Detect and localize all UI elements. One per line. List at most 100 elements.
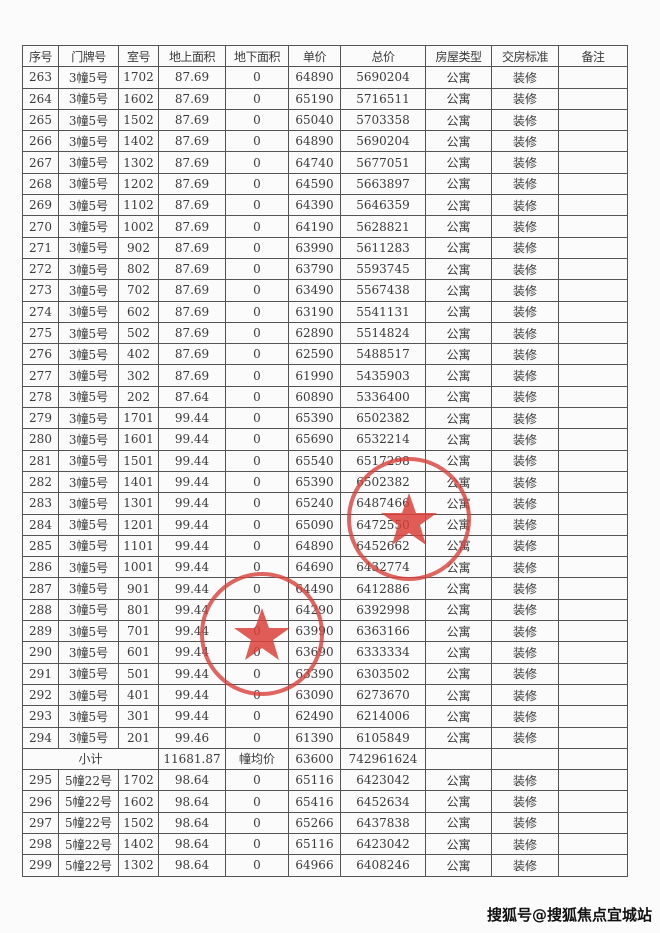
cell: [558, 854, 628, 877]
cell: 装修: [491, 87, 559, 110]
table-row: 291 3幢5号 501 99.44 0 63390 6303502 公寓 装修: [22, 662, 628, 685]
cell: 1702: [118, 66, 159, 89]
cell: 64890: [288, 534, 341, 558]
cell: 3幢5号: [58, 87, 119, 110]
table-row: 294 3幢5号 201 99.46 0 61390 6105849 公寓 装修: [22, 726, 628, 749]
cell: 公寓: [425, 151, 492, 174]
cell: 公寓: [425, 66, 492, 89]
cell: 3幢5号: [58, 726, 119, 749]
cell: [558, 87, 628, 110]
cell: 64740: [288, 151, 341, 174]
cell: 3幢5号: [58, 236, 119, 259]
cell: 3幢5号: [58, 300, 119, 323]
cell: 公寓: [425, 513, 492, 536]
cell: 290: [22, 641, 59, 664]
table-row: 268 3幢5号 1202 87.69 0 64590 5663897 公寓 装修: [22, 172, 628, 196]
cell: 277: [22, 364, 59, 387]
cell: 公寓: [425, 215, 492, 238]
cell: 0: [225, 172, 289, 196]
cell: 3幢5号: [58, 172, 119, 196]
cell: 6273670: [340, 683, 426, 707]
cell: 3幢5号: [58, 598, 119, 622]
cell: 公寓: [425, 854, 492, 877]
cell: 64190: [288, 215, 341, 238]
table-row: 274 3幢5号 602 87.69 0 63190 5541131 公寓 装修: [22, 300, 628, 323]
cell: [558, 769, 628, 792]
cell: 62890: [288, 321, 341, 345]
cell: [558, 321, 628, 345]
cell: 公寓: [425, 449, 492, 472]
cell: 6105849: [340, 726, 426, 749]
cell: 64390: [288, 194, 341, 217]
cell: 公寓: [425, 620, 492, 643]
cell: 5677051: [340, 151, 426, 174]
cell: 0: [225, 513, 289, 536]
cell: [558, 428, 628, 451]
table-row: 297 5幢22号 1502 98.64 0 65266 6437838 公寓 装修: [22, 811, 628, 834]
cell: 742961624: [340, 747, 426, 771]
cell: 98.64: [158, 832, 226, 856]
cell: 302: [118, 364, 159, 387]
cell: 265: [22, 108, 59, 132]
cell: 3幢5号: [58, 470, 119, 494]
table-row: 299 5幢22号 1302 98.64 0 64966 6408246 公寓 装修: [22, 854, 628, 877]
cell: 87.69: [158, 66, 226, 89]
cell: 299: [22, 854, 59, 877]
cell: 装修: [491, 577, 559, 600]
cell: 64290: [288, 598, 341, 622]
table-row: 285 3幢5号 1101 99.44 0 64890 6452662 公寓 装修: [22, 534, 628, 558]
cell: 99.44: [158, 513, 226, 536]
cell: [558, 66, 628, 89]
cell: 公寓: [425, 577, 492, 600]
cell: 1101: [118, 534, 159, 558]
table-row: 276 3幢5号 402 87.69 0 62590 5488517 公寓 装修: [22, 343, 628, 366]
cell: 3幢5号: [58, 428, 119, 451]
cell: 0: [225, 66, 289, 89]
cell: 备注: [558, 44, 628, 68]
cell: 3幢5号: [58, 151, 119, 174]
header-row: 序号 门牌号 室号 地上面积 地下面积 单价 总价 房屋类型 交房标准 备注: [22, 44, 628, 68]
cell: 公寓: [425, 87, 492, 110]
cell: 269: [22, 194, 59, 217]
cell: 5690204: [340, 66, 426, 89]
cell: 64690: [288, 556, 341, 579]
cell: 3幢5号: [58, 407, 119, 430]
cell: 0: [225, 321, 289, 345]
cell: [558, 236, 628, 259]
cell: 公寓: [425, 598, 492, 622]
cell: 99.46: [158, 726, 226, 749]
cell: 5690204: [340, 130, 426, 153]
cell: 门牌号: [58, 44, 119, 68]
cell: 装修: [491, 130, 559, 153]
cell: 294: [22, 726, 59, 749]
table-row: 273 3幢5号 702 87.69 0 63490 5567438 公寓 装修: [22, 279, 628, 302]
cell: [558, 620, 628, 643]
cell: [558, 279, 628, 302]
cell: 6423042: [340, 832, 426, 856]
cell: [558, 385, 628, 409]
cell: 301: [118, 705, 159, 728]
cell: 5幢22号: [58, 790, 119, 813]
cell: 0: [225, 854, 289, 877]
cell: 公寓: [425, 556, 492, 579]
cell: 3幢5号: [58, 321, 119, 345]
cell: 99.44: [158, 428, 226, 451]
cell: 280: [22, 428, 59, 451]
cell: 总价: [340, 44, 426, 68]
cell: 3幢5号: [58, 620, 119, 643]
cell: 98.64: [158, 790, 226, 813]
cell: [558, 130, 628, 153]
cell: 64966: [288, 854, 341, 877]
cell: 87.69: [158, 130, 226, 153]
cell: 601: [118, 641, 159, 664]
cell: 6452662: [340, 534, 426, 558]
cell: 序号: [22, 44, 59, 68]
cell: 3幢5号: [58, 556, 119, 579]
table-row: 292 3幢5号 401 99.44 0 63090 6273670 公寓 装修: [22, 683, 628, 707]
cell: 3幢5号: [58, 534, 119, 558]
cell: 292: [22, 683, 59, 707]
cell: 99.44: [158, 534, 226, 558]
cell: [558, 662, 628, 685]
cell: 1302: [118, 151, 159, 174]
cell: 室号: [118, 44, 159, 68]
